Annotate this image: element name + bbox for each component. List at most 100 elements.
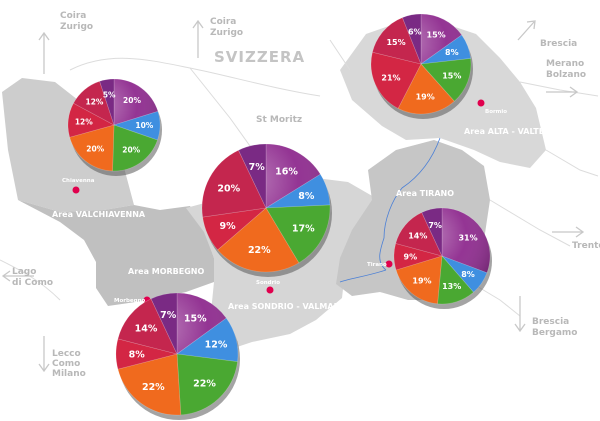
pie-slice-label: 17% <box>292 223 315 234</box>
pie-slice <box>113 110 161 141</box>
pie-slice <box>395 212 443 257</box>
arrow-right-merano <box>546 86 579 98</box>
pie-slice-label: 5% <box>103 91 116 100</box>
pie-slice <box>117 353 182 416</box>
pie-slice <box>201 149 267 218</box>
pie-slice <box>402 13 422 65</box>
pie-slice-label: 21% <box>381 74 400 83</box>
pie-slice-label: 12% <box>86 97 104 106</box>
area-label-alta: Area ALTA - VALTELLINA <box>464 127 571 136</box>
pie-slice-label: 22% <box>142 382 165 393</box>
arrow-left-lago <box>1 270 34 282</box>
background-labels: Coira Zurigo Coira Zurigo SVIZZERA St Mo… <box>12 11 600 379</box>
pie-slice <box>419 34 472 65</box>
town-label-bormio: Bormio <box>485 109 507 115</box>
label-brescia-top: Brescia <box>540 39 577 49</box>
pie-slice <box>176 317 239 362</box>
direction-arrows <box>1 19 585 373</box>
label-trento: Trento <box>572 241 600 251</box>
pie-slice <box>393 243 444 271</box>
label-merano-1: Merano <box>546 59 584 69</box>
pie-slice <box>370 51 422 109</box>
label-coira-left-1: Coira <box>60 11 86 21</box>
town-dot-bormio <box>477 99 485 107</box>
pie-slice <box>238 143 267 209</box>
arrow-right-trento <box>552 226 585 238</box>
pie-slice-label: 20% <box>122 146 140 155</box>
arrow-up-right-top <box>517 20 536 41</box>
label-lago-2: di Como <box>12 278 53 288</box>
water-lines <box>339 137 441 283</box>
arrow-down-brescia <box>514 296 526 333</box>
pie-slice-label: 7% <box>249 162 266 173</box>
pie-slice <box>67 102 115 138</box>
pie-slice-label: 14% <box>408 231 427 240</box>
pie-slice-label: 8% <box>129 349 146 360</box>
town-dot-tirano <box>385 260 393 268</box>
pie-slice <box>421 207 443 257</box>
pie-slice-label: 9% <box>404 252 418 261</box>
label-coira-center-2: Zurigo <box>210 28 243 38</box>
pie-slice <box>73 80 115 126</box>
town-label-sondrio: Sondrio <box>256 280 280 286</box>
pie-slice-label: 16% <box>275 166 298 177</box>
area-label-tirano: Area TIRANO <box>396 189 454 198</box>
pie-slice-label: 14% <box>135 324 158 335</box>
region-morbegno <box>18 200 214 306</box>
pie-slice <box>176 353 238 416</box>
pie-slice-label: 19% <box>412 276 431 285</box>
area-labels: Area VALCHIAVENNA Area MORBEGNO Area SON… <box>52 127 571 311</box>
pie-slice-label: 12% <box>205 339 228 350</box>
pie-slice <box>202 207 267 251</box>
label-brescia-1: Brescia <box>532 317 569 327</box>
pie-slice-label: 15% <box>442 72 461 81</box>
pie-slice-label: 15% <box>386 38 405 47</box>
town-label-chiavenna: Chiavenna <box>62 178 95 184</box>
pie-slice-label: 7% <box>428 221 442 230</box>
pie-morbegno: 15% 12% 22% 22% 8% 14%7% <box>115 292 240 420</box>
pie-slice-label: 13% <box>442 282 461 291</box>
pie-slice-label: 8% <box>298 191 315 202</box>
label-coira-center-1: Coira <box>210 17 236 27</box>
label-lecco-3: Milano <box>52 369 86 379</box>
pie-slice <box>420 58 472 102</box>
label-merano-2: Bolzano <box>546 70 586 80</box>
pie-slice-label: 10% <box>135 121 153 130</box>
pie-slice <box>265 204 331 264</box>
label-country: SVIZZERA <box>214 48 305 66</box>
area-label-sondrio: Area SONDRIO - VALMALENCO <box>228 302 364 311</box>
pie-slice-label: 20% <box>217 183 240 194</box>
pie-slice-label: 6% <box>408 27 422 36</box>
label-st-moritz: St Moritz <box>256 115 302 125</box>
town-label-tirano: Tirano <box>367 262 387 268</box>
pie-slice <box>115 338 178 370</box>
arrow-up-center <box>192 19 204 58</box>
pie-slice <box>112 124 158 172</box>
pie-slice <box>99 78 115 126</box>
pie-slice-label: 8% <box>461 270 475 279</box>
pie-slice-label: 22% <box>193 379 216 390</box>
area-label-valchiavenna: Area VALCHIAVENNA <box>52 210 146 219</box>
pie-slice-label: 31% <box>458 234 477 243</box>
label-lecco-2: Como <box>52 359 80 369</box>
label-brescia-2: Bergamo <box>532 328 577 338</box>
pie-slice <box>69 124 115 172</box>
arrow-down-lecco <box>38 336 50 373</box>
pie-slice <box>397 63 455 115</box>
label-lecco-1: Lecco <box>52 349 81 359</box>
pie-slice <box>395 255 443 305</box>
label-lago-1: Lago <box>12 267 36 277</box>
label-coira-left-2: Zurigo <box>60 22 93 32</box>
pie-slice-label: 12% <box>75 117 93 126</box>
pie-slice-label: 15% <box>427 30 446 39</box>
pie-slice-label: 8% <box>445 48 459 57</box>
pie-slice <box>441 255 488 293</box>
pie-slice-label: 15% <box>184 313 207 324</box>
town-dot-chiavenna <box>72 186 80 194</box>
arrow-up-left <box>38 31 50 74</box>
pie-slice-label: 20% <box>123 96 141 105</box>
pie-slice <box>217 207 300 273</box>
pie-slice <box>372 17 422 65</box>
town-label-morbegno: Morbegno <box>114 298 145 304</box>
pie-slice <box>437 255 474 305</box>
